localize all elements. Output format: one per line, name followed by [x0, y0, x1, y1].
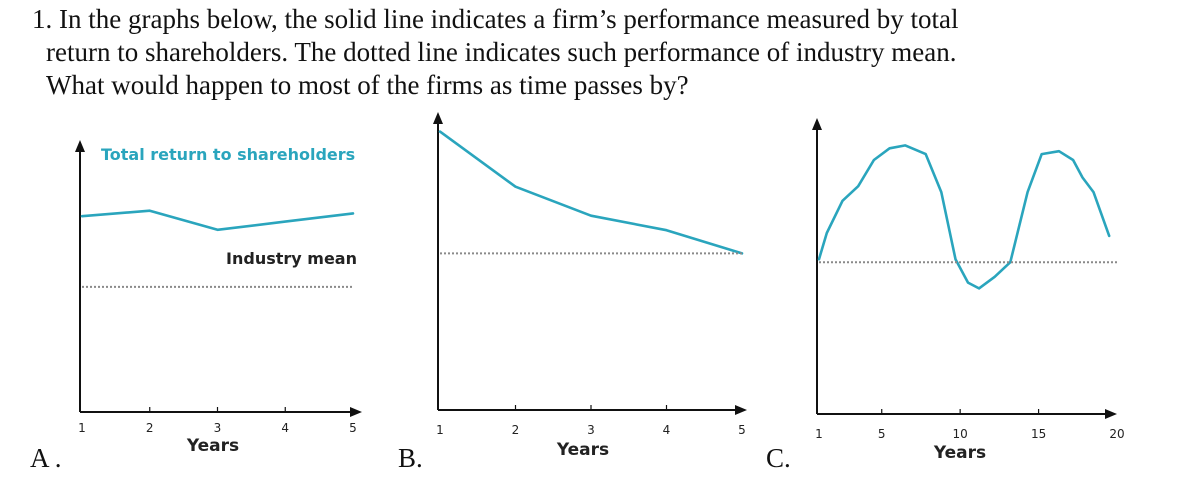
x-tick-label-1-3: 3	[214, 421, 222, 435]
x-tick-label-3-10: 10	[953, 427, 968, 441]
firm-return-line-2	[438, 130, 744, 255]
y-axis-arrow-1	[75, 140, 85, 152]
panel-letter-3: C.	[766, 443, 791, 473]
x-axis-title-1: Years	[186, 436, 239, 456]
x-axis-arrow-1	[350, 407, 362, 417]
x-axis-title-3: Years	[933, 443, 986, 463]
panel-letter-2: B.	[398, 443, 423, 473]
firm-return-line-3	[817, 144, 1111, 290]
x-tick-label-1-4: 4	[281, 421, 289, 435]
x-axis-title-2: Years	[556, 440, 609, 460]
x-tick-label-2-4: 4	[663, 423, 671, 437]
series-label-1-1: Total return to shareholders	[101, 145, 355, 164]
x-tick-label-1-2: 2	[146, 421, 154, 435]
x-tick-label-2-2: 2	[512, 423, 520, 437]
y-axis-arrow-2	[433, 112, 443, 124]
x-tick-label-3-15: 15	[1031, 427, 1046, 441]
x-tick-label-2-3: 3	[587, 423, 595, 437]
x-tick-label-2-5: 5	[738, 423, 746, 437]
x-axis-arrow-3	[1105, 409, 1117, 419]
x-tick-label-1-1: 1	[78, 421, 86, 435]
x-axis-arrow-2	[735, 405, 747, 415]
x-tick-label-3-1: 1	[815, 427, 823, 441]
question-line-2: return to shareholders. The dotted line …	[46, 37, 957, 67]
x-tick-label-3-5: 5	[878, 427, 886, 441]
question-line-3: What would happen to most of the firms a…	[46, 70, 689, 100]
firm-return-line-1	[80, 209, 355, 232]
question-line-1: 1. In the graphs below, the solid line i…	[32, 4, 959, 34]
series-label-1-2: Industry mean	[226, 249, 357, 268]
x-tick-label-1-5: 5	[349, 421, 357, 435]
question-text: 1. In the graphs below, the solid line i…	[0, 0, 1187, 108]
panel-letter-1: A .	[30, 443, 62, 473]
x-tick-label-2-1: 1	[436, 423, 444, 437]
x-tick-label-3-20: 20	[1109, 427, 1124, 441]
y-axis-arrow-3	[812, 118, 822, 130]
